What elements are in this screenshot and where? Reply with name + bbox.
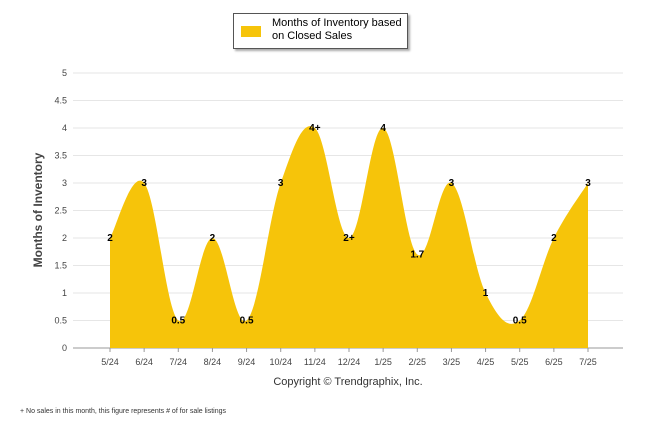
data-label: 0.5 — [240, 316, 254, 327]
series-area-shape — [110, 126, 588, 348]
x-axis-ticks: 5/24 6/24 7/24 8/24 9/24 10/24 11/24 12/24 1/25 2… — [101, 348, 597, 367]
y-tick-label: 1.5 — [54, 261, 67, 271]
data-label: 1.7 — [410, 250, 424, 261]
copyright-text: Copyright © Trendgraphix, Inc. — [273, 376, 423, 388]
y-tick-label: 1 — [62, 288, 67, 298]
x-tick-label: 7/24 — [170, 357, 188, 367]
x-tick-label: 9/24 — [238, 357, 256, 367]
legend: Months of Inventory based on Closed Sale… — [233, 13, 408, 49]
x-tick-label: 6/24 — [135, 357, 153, 367]
data-label: 3 — [585, 178, 591, 189]
y-tick-label: 4.5 — [54, 96, 67, 106]
x-tick-label: 12/24 — [338, 357, 361, 367]
y-tick-label: 4 — [62, 123, 67, 133]
y-tick-label: 0.5 — [54, 316, 67, 326]
y-axis-label: Months of Inventory — [31, 152, 45, 267]
y-tick-label: 3.5 — [54, 151, 67, 161]
data-label: 0.5 — [171, 316, 185, 327]
data-label: 2+ — [343, 233, 355, 244]
data-label: 2 — [107, 233, 113, 244]
series-area — [110, 126, 588, 348]
data-label: 3 — [278, 178, 284, 189]
y-tick-label: 5 — [62, 68, 67, 78]
data-labels: 2 3 0.5 2 0.5 3 4+ 2+ 4 1.7 3 1 0.5 2 3 — [107, 123, 591, 327]
data-label: 3 — [449, 178, 455, 189]
y-tick-label: 0 — [62, 343, 67, 353]
y-tick-label: 2.5 — [54, 206, 67, 216]
y-axis-ticks: 0 0.5 1 1.5 2 2.5 3 3.5 4 4.5 5 — [54, 68, 67, 353]
y-tick-label: 3 — [62, 178, 67, 188]
y-tick-label: 2 — [62, 233, 67, 243]
data-label: 2 — [551, 233, 557, 244]
x-tick-label: 4/25 — [477, 357, 495, 367]
legend-label: Months of Inventory based on Closed Sale… — [272, 17, 402, 42]
data-label: 0.5 — [513, 316, 527, 327]
x-tick-label: 3/25 — [443, 357, 461, 367]
data-label: 4 — [380, 123, 386, 134]
data-label: 1 — [483, 288, 489, 299]
legend-swatch — [241, 26, 261, 37]
data-label: 4+ — [309, 123, 321, 134]
x-tick-label: 1/25 — [374, 357, 392, 367]
data-label: 2 — [210, 233, 216, 244]
x-tick-label: 11/24 — [304, 357, 326, 367]
x-tick-label: 6/25 — [545, 357, 563, 367]
x-tick-label: 10/24 — [269, 357, 292, 367]
x-tick-label: 7/25 — [579, 357, 597, 367]
x-tick-label: 5/24 — [101, 357, 119, 367]
x-tick-label: 2/25 — [409, 357, 427, 367]
x-tick-label: 8/24 — [204, 357, 222, 367]
footnote-text: + No sales in this month, this figure re… — [20, 408, 227, 415]
data-label: 3 — [141, 178, 147, 189]
x-tick-label: 5/25 — [511, 357, 529, 367]
